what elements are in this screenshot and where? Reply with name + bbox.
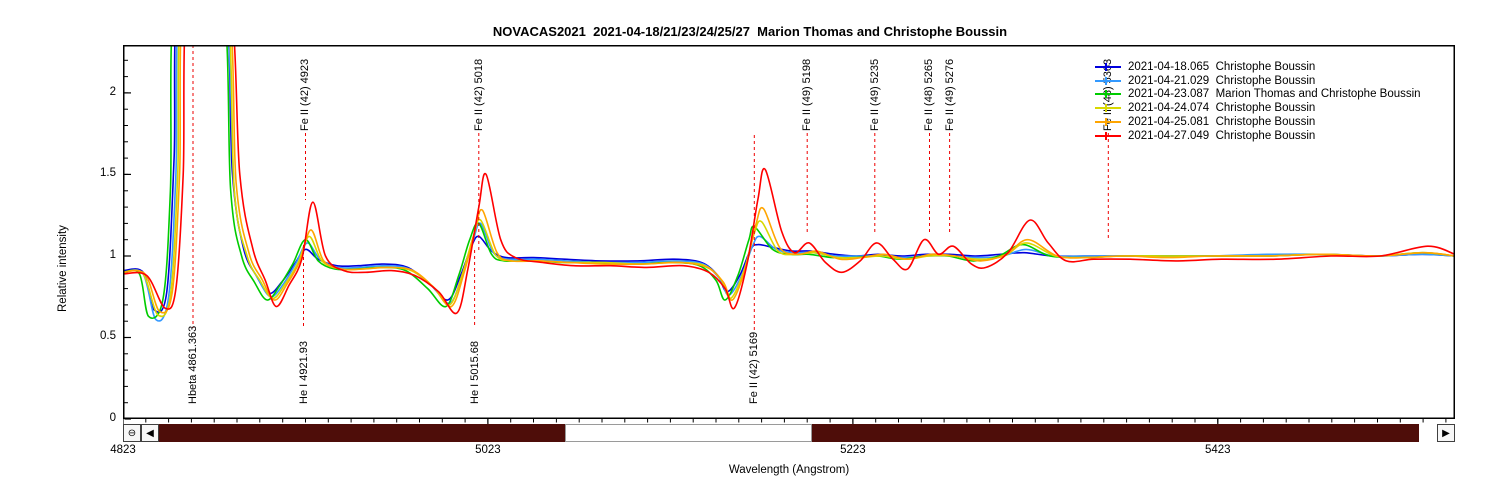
x-axis-title: Wavelength (Angstrom) — [728, 464, 850, 476]
y-tick-label: 0 — [109, 412, 116, 424]
spectral-line-label: Fe II (42) 4923 — [299, 58, 312, 131]
scroll-right-button[interactable]: ▶ — [1437, 424, 1455, 442]
scrollbar-thumb[interactable] — [565, 424, 812, 442]
legend-item-label: 2021-04-23.087 Marion Thomas and Christo… — [1128, 88, 1421, 101]
spectral-line-label: Fe II (49) 5235 — [868, 58, 881, 131]
legend-item-label: 2021-04-18.065 Christophe Boussin — [1128, 61, 1316, 73]
scrollbar[interactable]: ⊖ ◀ ▶ — [123, 424, 1455, 442]
legend-item-label: 2021-04-25.081 Christophe Boussin — [1128, 115, 1316, 128]
legend-line-swatch — [1095, 107, 1121, 110]
legend-line-swatch — [1095, 120, 1121, 123]
spectral-line-label: Hbeta 4861.363 — [186, 325, 199, 404]
legend-swatch-tick — [1105, 131, 1107, 140]
y-tick-label: 1 — [109, 248, 116, 261]
zoom-out-button[interactable]: ⊖ — [123, 424, 141, 442]
legend-swatch-tick — [1105, 117, 1107, 126]
legend-item-label: 2021-04-21.029 Christophe Boussin — [1128, 74, 1316, 87]
spectral-line-label: Fe II (49) 5276 — [943, 58, 956, 131]
legend-item-label: 2021-04-24.074 Christophe Boussin — [1128, 102, 1316, 115]
legend-swatch-tick — [1105, 76, 1107, 85]
y-axis-title: Relative intensity — [57, 225, 69, 312]
x-tick-label: 5223 — [840, 444, 866, 456]
y-tick-label: 2 — [109, 85, 116, 98]
x-tick-label: 5023 — [475, 444, 501, 456]
legend-line-swatch — [1095, 93, 1121, 96]
legend-line-swatch — [1095, 134, 1121, 137]
spectral-line-label: He I 4921.93 — [297, 341, 310, 404]
y-tick-label: 1.5 — [100, 167, 116, 180]
spectral-line-label: He I 5015.68 — [468, 341, 481, 404]
chart-title: NOVACAS2021 2021-04-18/21/23/24/25/27 Ma… — [492, 24, 1008, 39]
spectral-line-label: Fe II (42) 5169 — [748, 331, 761, 404]
spectral-line-label: Fe II (49) 5198 — [801, 58, 814, 131]
scroll-left-button[interactable]: ◀ — [141, 424, 159, 442]
legend-item-label: 2021-04-27.049 Christophe Boussin — [1128, 129, 1316, 142]
x-tick-label: 5423 — [1204, 444, 1231, 456]
spectral-line-label: Fe II (48) 5265 — [923, 58, 936, 131]
legend-line-swatch — [1095, 79, 1121, 82]
legend-line-swatch — [1095, 66, 1121, 68]
spectral-line-label: Fe II (42) 5018 — [472, 58, 485, 131]
spectrum-plot-canvas — [123, 45, 1455, 424]
x-tick-label: 4823 — [110, 444, 136, 456]
legend-swatch-tick — [1105, 104, 1107, 113]
legend-swatch-tick — [1105, 90, 1107, 99]
y-tick-label: 0.5 — [100, 330, 116, 343]
legend-swatch-tick — [1105, 63, 1107, 71]
